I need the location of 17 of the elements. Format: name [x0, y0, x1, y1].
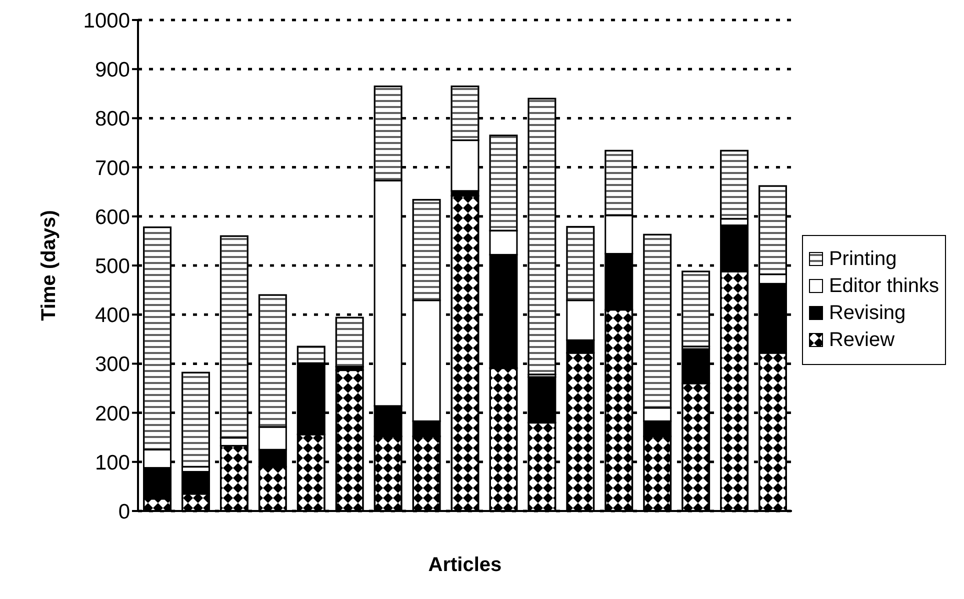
y-tick-label: 500	[94, 254, 130, 278]
y-tick-label: 700	[94, 156, 130, 180]
y-tick-label: 900	[94, 58, 130, 82]
legend-label: Revising	[828, 302, 906, 324]
y-tick-label: 800	[94, 108, 130, 131]
y-tick-label: 0	[118, 500, 130, 524]
legend-label: Review	[828, 328, 895, 352]
legend-label: Printing	[828, 248, 897, 270]
y-tick-label: 200	[94, 402, 130, 426]
y-tick-label: 300	[94, 353, 130, 376]
y-tick-label: 400	[94, 304, 130, 328]
y-tick-label: 100	[94, 451, 130, 474]
legend-label: Editor thinks	[828, 274, 939, 298]
y-axis-title: Time (days)	[38, 210, 60, 321]
x-axis-title: Articles	[428, 554, 502, 576]
y-tick-label: 1000	[83, 9, 130, 32]
y-tick-label: 600	[94, 206, 130, 229]
